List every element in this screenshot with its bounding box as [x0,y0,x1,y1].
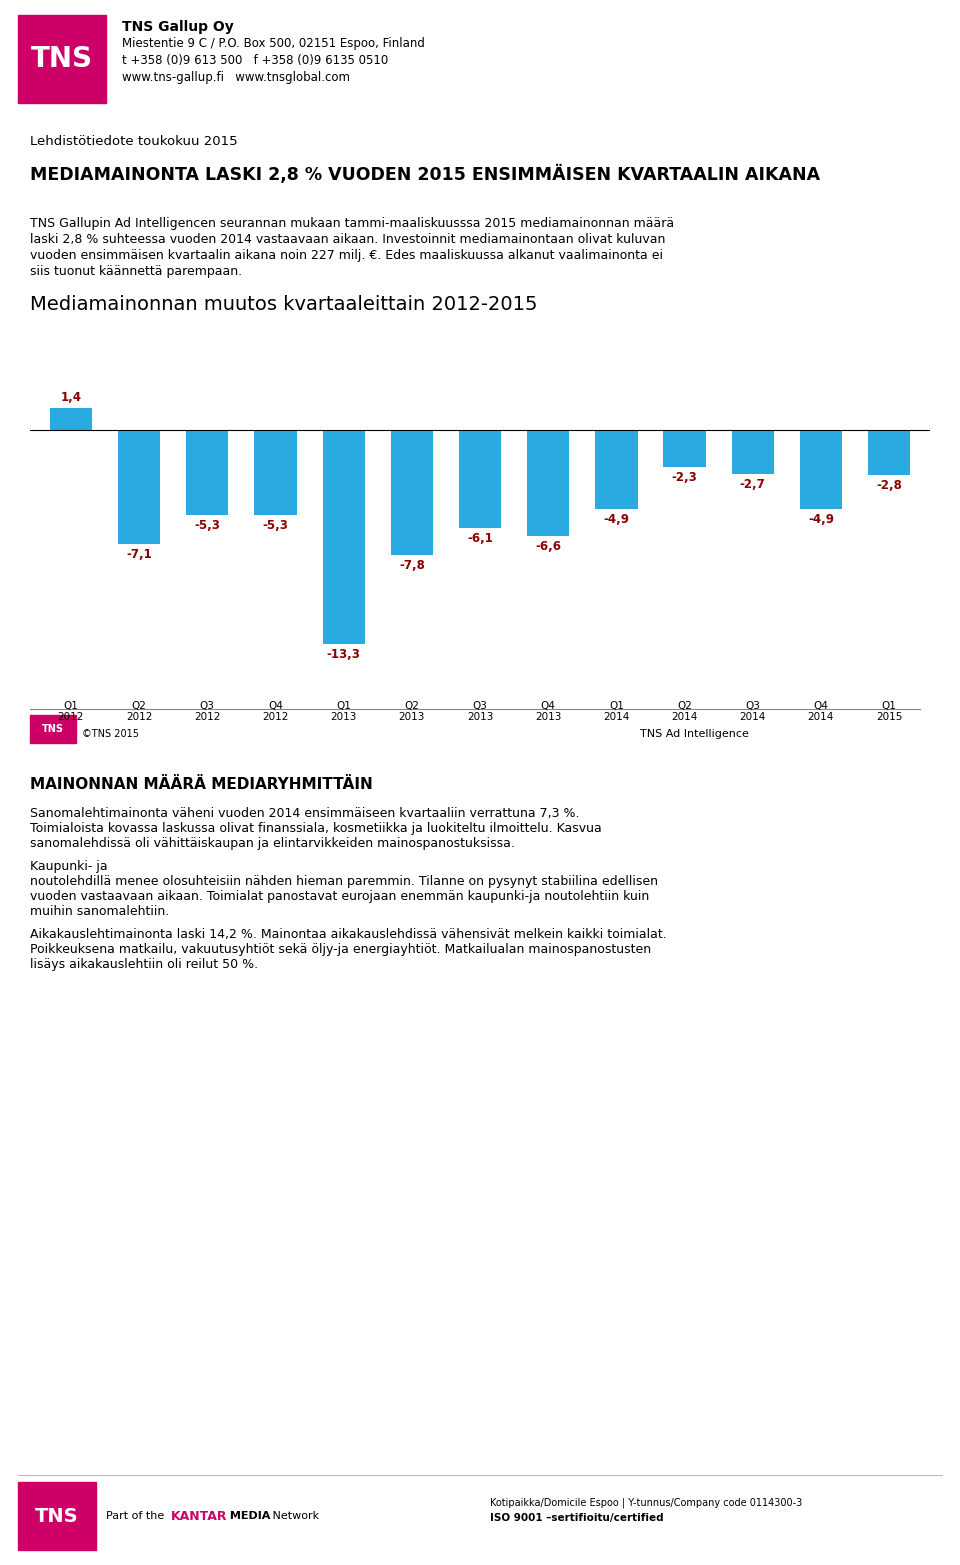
Text: sanomalehdissä oli vähittäiskaupan ja elintarvikkeiden mainospanostuksissa.: sanomalehdissä oli vähittäiskaupan ja el… [30,837,515,850]
Text: -2,7: -2,7 [740,477,766,490]
Text: TNS Ad Intelligence: TNS Ad Intelligence [640,729,749,739]
Text: Toimialoista kovassa laskussa olivat finanssiala, kosmetiikka ja luokiteltu ilmo: Toimialoista kovassa laskussa olivat fin… [30,822,602,836]
Text: Kotipaikka/Domicile Espoo | Y-tunnus/Company code 0114300-3: Kotipaikka/Domicile Espoo | Y-tunnus/Com… [490,1498,803,1507]
Text: Aikakauslehtimainonta laski 14,2 %. Mainontaa aikakauslehdissä vähensivät melkei: Aikakauslehtimainonta laski 14,2 %. Main… [30,928,667,941]
Bar [663,430,706,466]
Bar [459,430,501,527]
Text: MAINONNAN MÄÄRÄ MEDIARYHMITTÄIN: MAINONNAN MÄÄRÄ MEDIARYHMITTÄIN [30,776,372,792]
Text: TNS: TNS [36,1507,79,1526]
Text: www.tns-gallup.fi   www.tnsglobal.com: www.tns-gallup.fi www.tnsglobal.com [122,70,350,85]
Bar [254,430,297,515]
Text: ISO 9001 –sertifioitu/certified: ISO 9001 –sertifioitu/certified [490,1513,663,1523]
Text: laski 2,8 % suhteessa vuoden 2014 vastaavaan aikaan. Investoinnit mediamainontaa: laski 2,8 % suhteessa vuoden 2014 vastaa… [30,233,665,246]
Text: Mediamainonnan muutos kvartaaleittain 2012-2015: Mediamainonnan muutos kvartaaleittain 20… [30,294,538,315]
Text: -7,1: -7,1 [126,548,152,562]
Text: vuoden ensimmäisen kvartaalin aikana noin 227 milj. €. Edes maaliskuussa alkanut: vuoden ensimmäisen kvartaalin aikana noi… [30,249,663,261]
Bar [868,430,910,476]
Text: 1,4: 1,4 [60,391,82,404]
Text: ©TNS 2015: ©TNS 2015 [82,729,139,739]
Bar [30,715,76,743]
Text: Part of the: Part of the [106,1510,168,1521]
Text: KANTAR: KANTAR [171,1510,228,1523]
Bar [186,430,228,515]
Text: -4,9: -4,9 [604,513,630,526]
Text: Poikkeuksena matkailu, vakuutusyhtiöt sekä öljy-ja energiayhtiöt. Matkailualan m: Poikkeuksena matkailu, vakuutusyhtiöt se… [30,944,651,956]
Text: MEDIAMAINONTA LASKI 2,8 % VUODEN 2015 ENSIMMÄISEN KVARTAALIN AIKANA: MEDIAMAINONTA LASKI 2,8 % VUODEN 2015 EN… [30,164,820,185]
Text: Network: Network [269,1510,319,1521]
Text: noutolehdillä menee olosuhteisiin nähden hieman paremmin. Tilanne on pysynyt sta: noutolehdillä menee olosuhteisiin nähden… [30,875,658,887]
Text: -6,6: -6,6 [535,540,562,552]
Text: -2,3: -2,3 [672,471,697,484]
Bar [18,16,106,103]
Bar [391,430,433,556]
Bar [595,430,637,509]
Text: Sanomalehtimainonta väheni vuoden 2014 ensimmäiseen kvartaaliin verrattuna 7,3 %: Sanomalehtimainonta väheni vuoden 2014 e… [30,808,580,820]
Text: -7,8: -7,8 [399,559,424,573]
Text: -5,3: -5,3 [194,520,220,532]
Text: siis tuonut käännettä parempaan.: siis tuonut käännettä parempaan. [30,264,242,279]
Bar [50,408,92,430]
Bar [732,430,774,474]
Bar [800,430,842,509]
Text: t +358 (0)9 613 500   f +358 (0)9 6135 0510: t +358 (0)9 613 500 f +358 (0)9 6135 051… [122,55,388,67]
Text: MEDIA: MEDIA [226,1510,271,1521]
Text: TNS: TNS [42,725,64,734]
Bar [118,430,160,545]
Text: TNS: TNS [31,45,93,74]
Text: -2,8: -2,8 [876,479,902,491]
Text: Miestentie 9 C / P.O. Box 500, 02151 Espoo, Finland: Miestentie 9 C / P.O. Box 500, 02151 Esp… [122,38,425,50]
Text: Kaupunki- ja: Kaupunki- ja [30,861,108,873]
Text: vuoden vastaavaan aikaan. Toimialat panostavat eurojaan enemmän kaupunki-ja nout: vuoden vastaavaan aikaan. Toimialat pano… [30,890,649,903]
Text: -5,3: -5,3 [262,520,288,532]
Bar [323,430,365,643]
Text: TNS Gallup Oy: TNS Gallup Oy [122,20,233,34]
Bar [527,430,569,537]
Text: Lehdistötiedote toukokuu 2015: Lehdistötiedote toukokuu 2015 [30,135,238,149]
Text: -13,3: -13,3 [326,648,361,660]
Text: -6,1: -6,1 [468,532,492,545]
Text: TNS Gallupin Ad Intelligencen seurannan mukaan tammi-maaliskuusssa 2015 mediamai: TNS Gallupin Ad Intelligencen seurannan … [30,218,674,230]
Text: lisäys aikakauslehtiin oli reilut 50 %.: lisäys aikakauslehtiin oli reilut 50 %. [30,958,258,970]
Text: -4,9: -4,9 [808,513,834,526]
Bar [18,1482,96,1549]
Text: muihin sanomalehtiin.: muihin sanomalehtiin. [30,905,169,919]
